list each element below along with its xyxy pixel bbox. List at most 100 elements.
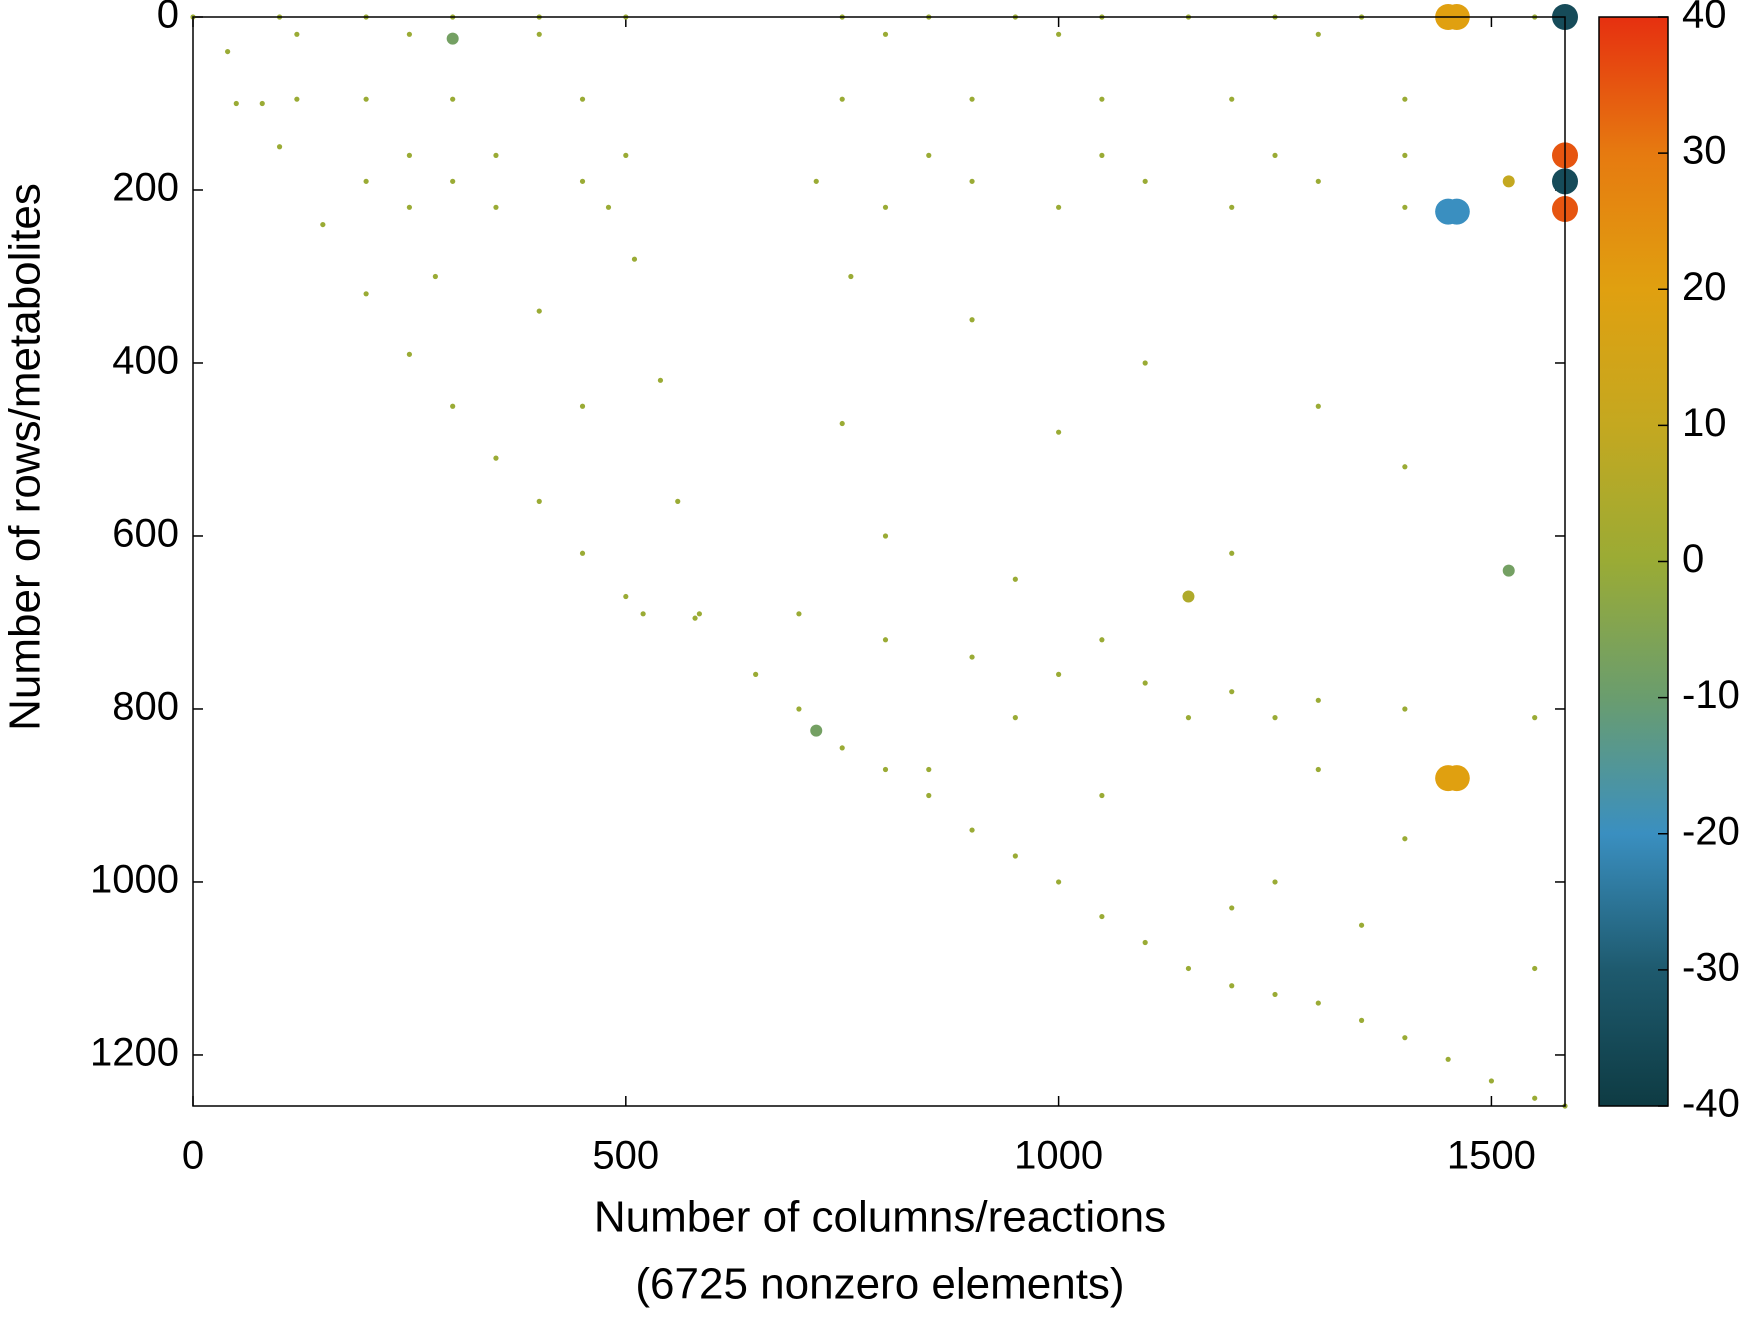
matrix-entry bbox=[1099, 96, 1105, 102]
matrix-entry bbox=[969, 317, 975, 323]
matrix-entry bbox=[796, 611, 802, 617]
matrix-entry bbox=[1358, 1017, 1365, 1023]
x-tick-label: 1500 bbox=[1447, 1134, 1536, 1178]
matrix-entry bbox=[1443, 198, 1470, 225]
matrix-entry bbox=[926, 766, 932, 773]
matrix-entry bbox=[450, 178, 456, 184]
matrix-entry bbox=[675, 498, 681, 504]
matrix-entry bbox=[446, 32, 459, 45]
y-tick-label: 1000 bbox=[90, 858, 179, 902]
x-axis-sublabel: (6725 nonzero elements) bbox=[635, 1260, 1124, 1309]
matrix-entry bbox=[623, 152, 629, 158]
matrix-entry bbox=[1402, 1035, 1408, 1041]
matrix-entry bbox=[839, 745, 845, 751]
matrix-entry bbox=[926, 152, 932, 158]
matrix-entry bbox=[1056, 31, 1062, 37]
matrix-entry bbox=[969, 654, 975, 660]
x-tick-label: 500 bbox=[592, 1134, 659, 1178]
matrix-entry bbox=[1142, 360, 1148, 366]
y-tick-label: 600 bbox=[112, 512, 179, 556]
matrix-entry bbox=[1402, 706, 1408, 712]
plot-frame bbox=[192, 16, 1566, 1107]
matrix-entry bbox=[363, 96, 369, 102]
matrix-entry bbox=[1056, 879, 1062, 885]
y-tick-label: 0 bbox=[157, 0, 179, 37]
y-tick-label: 1200 bbox=[90, 1031, 179, 1075]
matrix-entry bbox=[1272, 715, 1278, 721]
matrix-entry bbox=[1443, 765, 1470, 792]
matrix-entry bbox=[926, 792, 932, 799]
matrix-entry bbox=[320, 221, 326, 228]
matrix-entry bbox=[1502, 175, 1515, 188]
colorbar-tick-label: -40 bbox=[1682, 1082, 1740, 1126]
matrix-entry bbox=[1056, 204, 1062, 210]
matrix-entry bbox=[294, 96, 300, 102]
matrix-entry bbox=[1315, 1000, 1321, 1006]
colorbar-tick-label: 30 bbox=[1682, 129, 1727, 173]
matrix-entry bbox=[1012, 576, 1018, 582]
x-tick-label: 0 bbox=[182, 1134, 204, 1178]
matrix-entry bbox=[1532, 965, 1538, 972]
matrix-entry bbox=[225, 48, 231, 55]
matrix-entry bbox=[882, 533, 889, 539]
matrix-entry bbox=[536, 31, 542, 37]
matrix-entry bbox=[1182, 590, 1195, 603]
matrix-entry bbox=[1315, 403, 1321, 409]
matrix-entry bbox=[969, 827, 975, 833]
matrix-entry bbox=[1142, 680, 1148, 686]
colorbar-tick-label: -30 bbox=[1682, 945, 1740, 989]
matrix-entry bbox=[1229, 550, 1235, 556]
matrix-entry bbox=[536, 308, 542, 314]
matrix-entry bbox=[406, 351, 413, 357]
matrix-entry bbox=[1012, 715, 1018, 721]
matrix-entry bbox=[1402, 96, 1408, 102]
colorbar-tick-label: 0 bbox=[1682, 537, 1704, 581]
matrix-entry bbox=[1229, 983, 1235, 989]
matrix-entry bbox=[1099, 637, 1105, 643]
matrix-entry bbox=[969, 178, 975, 184]
matrix-entry bbox=[432, 273, 438, 280]
matrix-entry bbox=[605, 204, 612, 210]
matrix-entry bbox=[882, 204, 889, 210]
matrix-entry bbox=[839, 420, 845, 427]
matrix-entry bbox=[796, 706, 802, 712]
matrix-entry bbox=[1402, 464, 1408, 470]
matrix-entry bbox=[1229, 204, 1235, 210]
y-tick-label: 400 bbox=[112, 339, 179, 383]
matrix-entry bbox=[363, 178, 369, 184]
matrix-entry bbox=[848, 273, 854, 280]
matrix-entry bbox=[1445, 1056, 1451, 1062]
matrix-entry bbox=[1099, 792, 1105, 799]
matrix-entry bbox=[579, 178, 586, 184]
matrix-entry bbox=[579, 550, 586, 556]
matrix-entry bbox=[1532, 1095, 1538, 1101]
colorbar-tick-label: -10 bbox=[1682, 673, 1740, 717]
matrix-entry bbox=[1012, 853, 1018, 859]
y-tick-label: 200 bbox=[112, 166, 179, 210]
matrix-entry bbox=[1099, 152, 1105, 158]
matrix-entry bbox=[969, 96, 975, 102]
matrix-entry bbox=[579, 403, 586, 409]
matrix-entry bbox=[1272, 879, 1278, 885]
matrix-entry bbox=[233, 100, 239, 107]
matrix-entry bbox=[1229, 905, 1235, 911]
matrix-entry bbox=[276, 144, 283, 150]
matrix-entry bbox=[1272, 991, 1278, 998]
y-axis-label: Number of rows/metabolites bbox=[1, 183, 50, 731]
matrix-entry bbox=[1315, 766, 1321, 773]
matrix-entry bbox=[1229, 689, 1235, 695]
matrix-entry bbox=[1229, 96, 1235, 102]
colorbar-tick-label: 10 bbox=[1682, 401, 1727, 445]
matrix-entry bbox=[259, 100, 265, 107]
matrix-entry bbox=[493, 204, 499, 210]
matrix-entry bbox=[536, 498, 542, 504]
matrix-entry bbox=[450, 96, 456, 102]
matrix-entry bbox=[810, 724, 823, 737]
matrix-entry bbox=[1099, 913, 1105, 920]
matrix-entry bbox=[1402, 152, 1408, 158]
matrix-entry bbox=[1142, 178, 1148, 184]
matrix-entry bbox=[692, 615, 698, 621]
matrix-entry bbox=[406, 204, 413, 210]
matrix-entry bbox=[696, 611, 702, 617]
